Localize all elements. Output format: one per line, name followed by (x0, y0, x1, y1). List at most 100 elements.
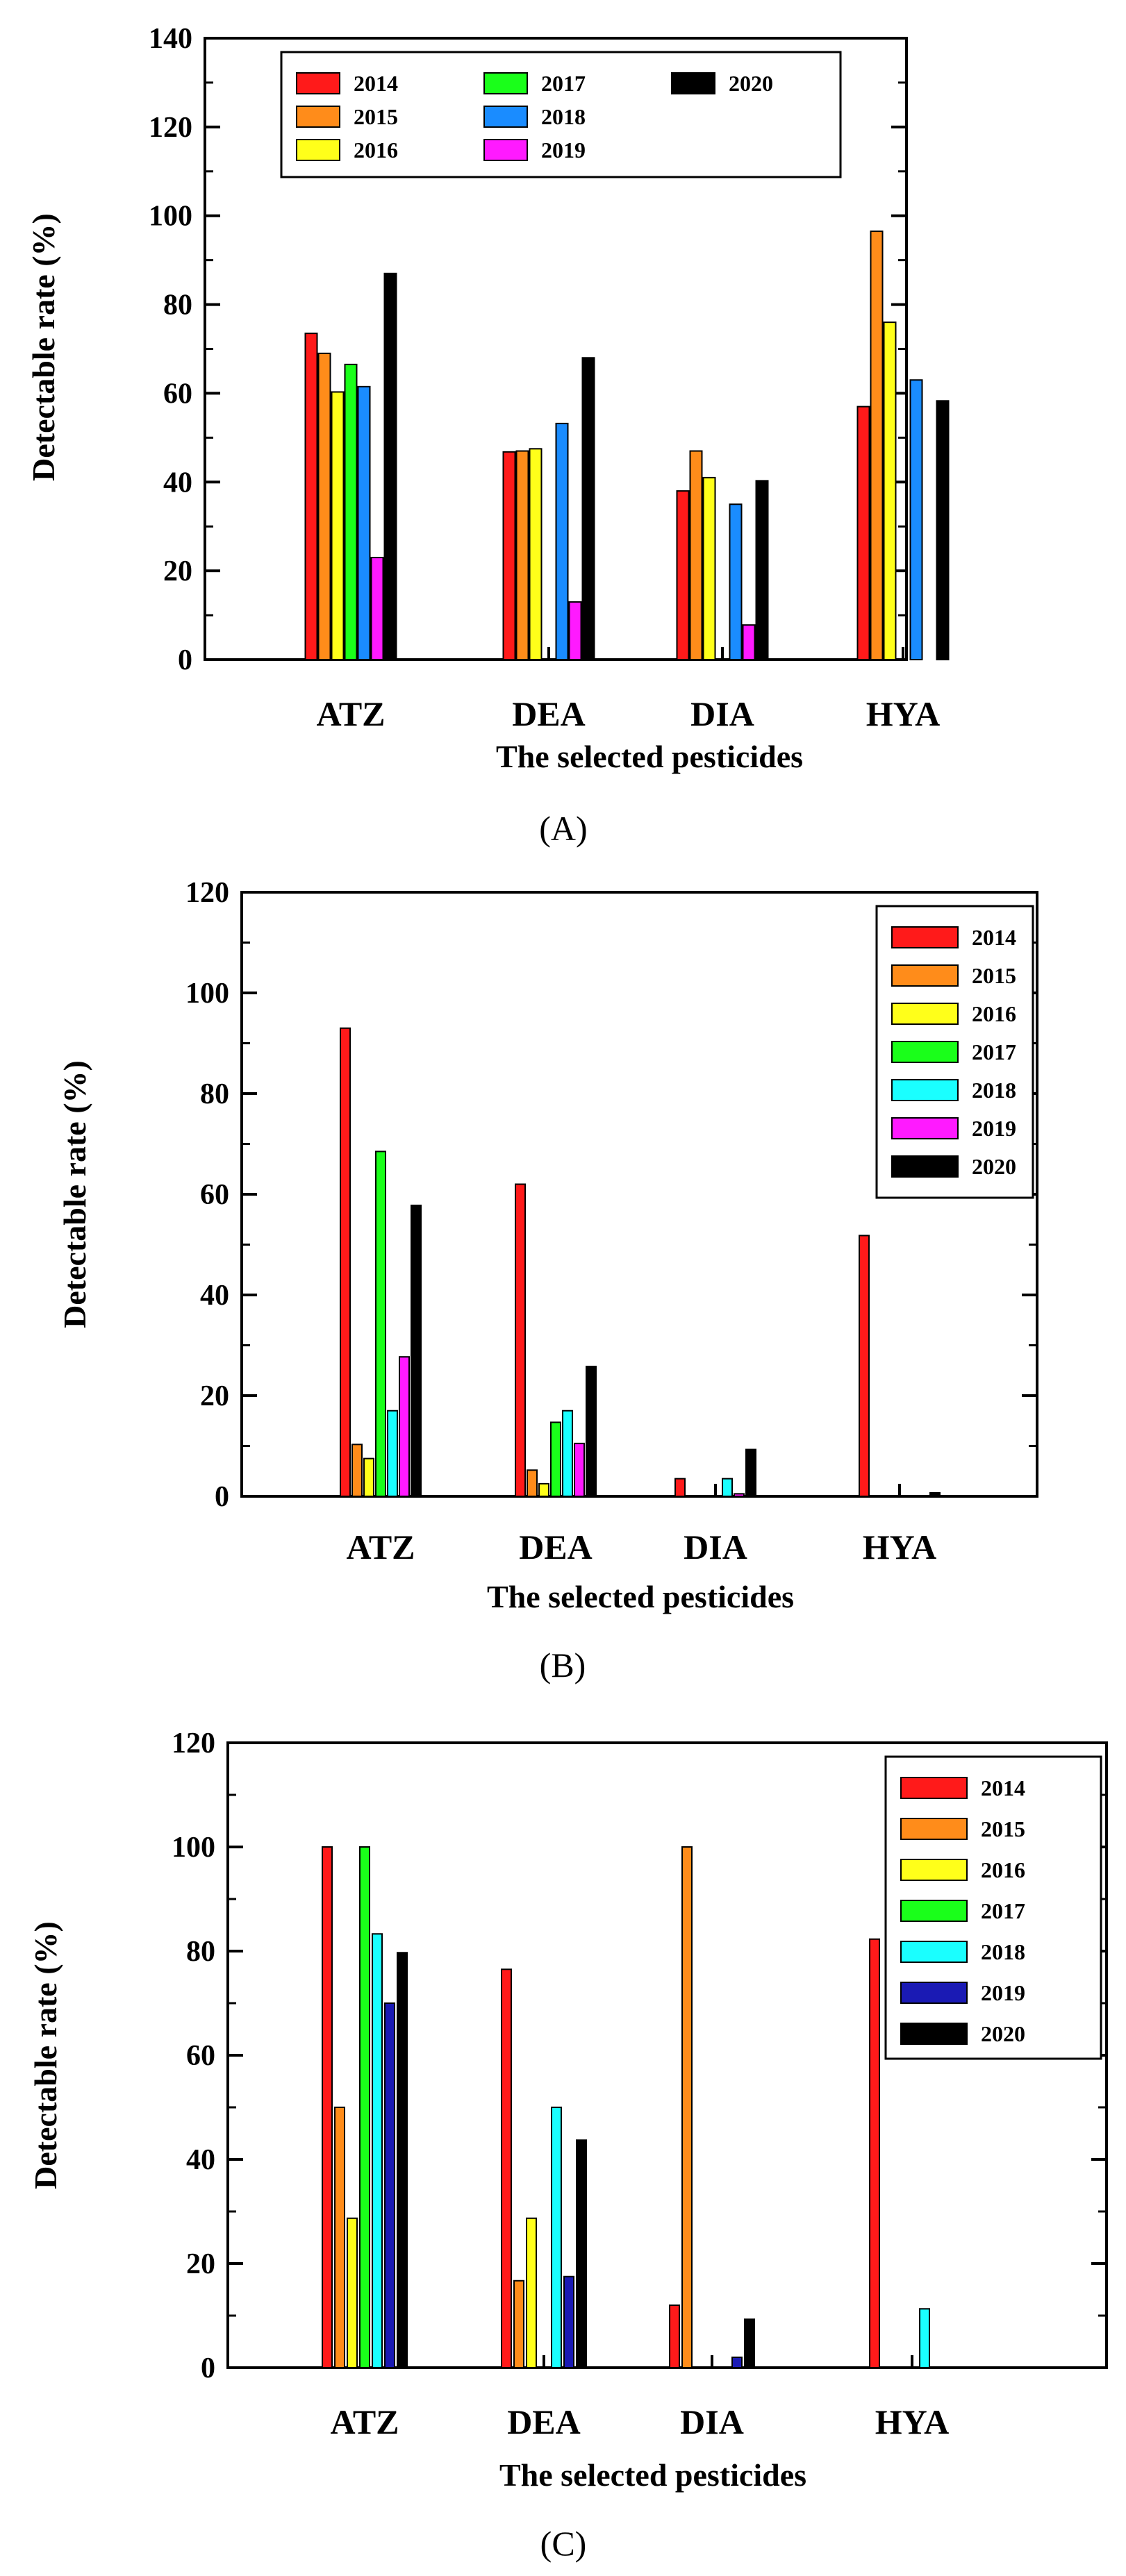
legend-swatch-2020 (671, 72, 715, 94)
bar-dia-2020 (755, 480, 769, 660)
x-tick-label-dia: DIA (680, 2402, 744, 2441)
bar-atz-2015 (334, 2107, 345, 2368)
legend-swatch-2018 (483, 106, 528, 128)
bar-atz-2017 (359, 1846, 370, 2368)
legend-swatch-2016 (296, 139, 340, 161)
legend-label-2017: 2017 (981, 1898, 1025, 1923)
x-tick-label-hya: HYA (866, 694, 941, 733)
legend-label-2015: 2015 (972, 963, 1016, 988)
panel-c: 0 20 40 60 80 100 120 ATZ DEA DIA HYA Detectable ra… (28, 1728, 1108, 2563)
bar-dea-2019 (574, 1442, 585, 1497)
bar-dea-2017 (550, 1421, 561, 1498)
bar-atz-2014 (340, 1027, 351, 1497)
x-tick-label-dea: DEA (512, 694, 586, 733)
y-tick-label: 80 (200, 1078, 229, 1110)
legend: 2014 2015 2016 2017 2018 2019 2020 (875, 905, 1034, 1199)
panel-label: (B) (540, 1646, 586, 1684)
x-axis-title: The selected pesticides (499, 2457, 806, 2493)
bar-dia-2020 (745, 1448, 756, 1497)
legend-swatch-2015 (900, 1818, 968, 1840)
legend-swatch-2015 (296, 106, 340, 128)
y-axis-title: Detectable rate (%) (57, 1060, 92, 1328)
bar-dea-2018 (555, 422, 569, 661)
bar-dia-2018 (722, 1478, 733, 1497)
panel-a: 0 20 40 60 80 100 120 140 ATZ DEA DIA HYA Detectable… (26, 23, 950, 848)
x-axis-title: The selected pesticides (487, 1579, 794, 1614)
bar-atz-2016 (347, 2217, 358, 2368)
bar-dea-2016 (538, 1482, 549, 1497)
legend-label-2019: 2019 (981, 1980, 1025, 2005)
x-tick-label-atz: ATZ (346, 1528, 415, 1566)
legend-label-2016: 2016 (981, 1857, 1025, 1882)
legend-label-2020: 2020 (981, 2021, 1025, 2046)
bar-hya-2018 (919, 2308, 930, 2368)
bar-dea-2015 (527, 1469, 538, 1498)
bar-dia-2019 (731, 2357, 743, 2368)
legend-swatch-2016 (900, 1859, 968, 1881)
y-tick-label: 40 (200, 1280, 229, 1312)
y-tick-label: 60 (163, 378, 192, 410)
bar-dea-2014 (501, 1968, 512, 2368)
y-tick-label: 40 (186, 2144, 215, 2176)
x-tick-label-hya: HYA (875, 2402, 950, 2441)
bar-dia-2015 (689, 450, 703, 660)
y-tick-label: 20 (200, 1380, 229, 1412)
legend-label-2016: 2016 (972, 1001, 1016, 1026)
y-tick-label: 120 (149, 112, 192, 144)
bar-atz-2020 (383, 272, 397, 661)
y-tick-label: 120 (185, 877, 229, 909)
legend-swatch-2020 (891, 1155, 959, 1178)
bar-dea-2014 (502, 451, 516, 660)
bar-dia-2016 (702, 476, 716, 661)
y-tick-label: 40 (163, 467, 192, 499)
bar-dea-2015 (513, 2280, 524, 2368)
y-tick-label: 140 (149, 23, 192, 55)
x-tick-label-dea: DEA (507, 2402, 581, 2441)
bar-hya-2020 (936, 400, 950, 661)
legend-label-2020: 2020 (972, 1154, 1016, 1179)
bar-dia-2019 (734, 1493, 745, 1497)
panel-b: 0 20 40 60 80 100 120 ATZ DEA DIA HYA Detectable ra… (57, 877, 1038, 1684)
legend-swatch-2018 (900, 1941, 968, 1963)
bar-dea-2016 (526, 2217, 537, 2368)
legend-label-2018: 2018 (541, 104, 586, 129)
bar-hya-2018 (909, 379, 923, 660)
y-tick-label: 0 (215, 1481, 229, 1513)
legend-label-2016: 2016 (354, 137, 398, 162)
bar-atz-2019 (384, 2002, 395, 2368)
bar-dea-2018 (562, 1410, 573, 1497)
legend-swatch-2020 (900, 2023, 968, 2045)
legend-label-2014: 2014 (981, 1775, 1025, 1800)
legend-label-2017: 2017 (972, 1039, 1016, 1064)
bar-atz-2014 (322, 1846, 333, 2368)
legend-label-2019: 2019 (541, 137, 586, 162)
y-tick-label: 80 (163, 290, 192, 321)
bar-dia-2019 (742, 624, 756, 661)
y-tick-label: 20 (163, 555, 192, 587)
bar-atz-2020 (397, 1952, 408, 2368)
legend-label-2018: 2018 (972, 1078, 1016, 1103)
bar-atz-2018 (372, 1933, 383, 2368)
legend-swatch-2017 (483, 72, 528, 94)
y-tick-label: 100 (149, 201, 192, 233)
legend-swatch-2018 (891, 1079, 959, 1101)
y-tick-label: 0 (201, 2352, 215, 2384)
bar-hya-2014 (869, 1938, 880, 2368)
legend-label-2019: 2019 (972, 1116, 1016, 1141)
bar-dia-2014 (674, 1478, 686, 1497)
bar-hya-2014 (859, 1235, 870, 1497)
y-tick-label: 100 (172, 1832, 215, 1864)
x-tick-label-atz: ATZ (316, 694, 385, 733)
bar-atz-2015 (317, 352, 331, 660)
bar-dia-2015 (681, 1846, 693, 2368)
legend-label-2018: 2018 (981, 1939, 1025, 1964)
bar-atz-2018 (387, 1410, 398, 1497)
legend-swatch-2015 (891, 964, 959, 987)
panel-label: (C) (540, 2524, 587, 2563)
legend: 2014 2015 2016 2017 2018 2019 2020 (884, 1755, 1102, 2060)
bar-dia-2014 (676, 490, 690, 660)
legend-swatch-2017 (891, 1041, 959, 1063)
y-tick-label: 60 (186, 2040, 215, 2072)
legend-label-2015: 2015 (354, 104, 398, 129)
